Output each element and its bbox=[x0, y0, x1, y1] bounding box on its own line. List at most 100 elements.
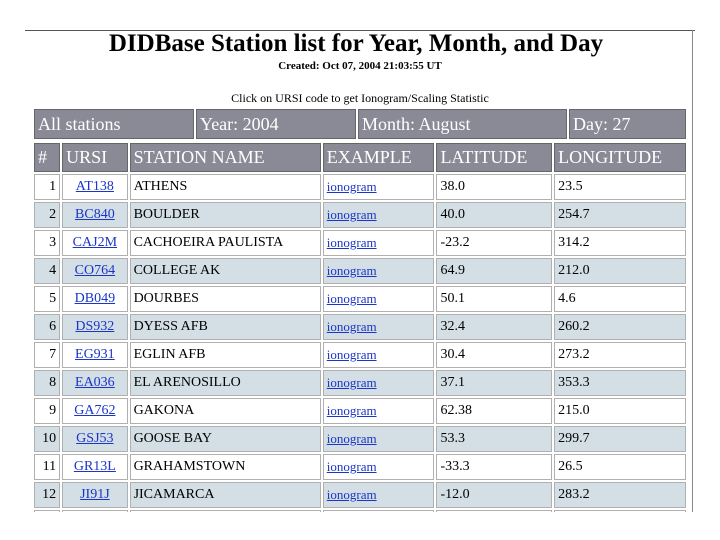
ursi-link[interactable]: DS932 bbox=[62, 314, 128, 340]
table-cell: BOULDER bbox=[129, 202, 321, 228]
table-cell: EGLIN AFB bbox=[129, 342, 321, 368]
table-cell: 3 bbox=[34, 230, 61, 256]
table-cell: 273.2 bbox=[554, 342, 686, 368]
table-cell: DYESS AFB bbox=[129, 314, 321, 340]
column-header: URSI bbox=[62, 143, 128, 172]
table-cell: EL ARENOSILLO bbox=[129, 370, 321, 396]
table-cell: 260.2 bbox=[554, 314, 686, 340]
ionogram-link[interactable]: ionogram bbox=[322, 482, 435, 508]
station-table: # URSI STATION NAME EXAMPLE LATITUDE LONGITUD… bbox=[32, 141, 688, 512]
ursi-link[interactable]: CAJ2M bbox=[62, 230, 128, 256]
scrollbar-edge bbox=[692, 30, 693, 512]
station-row: 11 GR13L GRAHAMSTOWN ionogram -33.3 26.5 bbox=[34, 454, 686, 480]
station-row: 8 EA036 EL ARENOSILLO ionogram 37.1 353.3 bbox=[34, 370, 686, 396]
table-cell: 4 bbox=[34, 258, 61, 284]
ionogram-link[interactable]: ionogram bbox=[322, 230, 435, 256]
ionogram-link[interactable]: ionogram bbox=[322, 342, 435, 368]
table-cell: JICAMARCA bbox=[129, 482, 321, 508]
station-row: 7 EG931 EGLIN AFB ionogram 30.4 273.2 bbox=[34, 342, 686, 368]
instruction: Click on URSI code to get Ionogram/Scali… bbox=[231, 91, 489, 105]
ursi-link[interactable]: CO764 bbox=[62, 258, 128, 284]
top-rule bbox=[25, 30, 695, 31]
column-header: EXAMPLE bbox=[322, 143, 435, 172]
table-cell: -23.2 bbox=[436, 230, 553, 256]
ursi-link[interactable]: JR055 bbox=[62, 510, 128, 512]
banner-table: All stations Year: 2004 Month: August Day: … bbox=[32, 107, 688, 141]
column-header: LATITUDE bbox=[436, 143, 553, 172]
banner-cell: Year: 2004 bbox=[196, 109, 356, 139]
created-date: Created: Oct 07, 2004 21:03:55 UT bbox=[278, 60, 442, 72]
table-cell: GRAHAMSTOWN bbox=[129, 454, 321, 480]
ionogram-link[interactable]: ionogram bbox=[322, 314, 435, 340]
table-cell: 40.0 bbox=[436, 202, 553, 228]
table-cell: 6 bbox=[34, 314, 61, 340]
ursi-link[interactable]: GSJ53 bbox=[62, 426, 128, 452]
station-row: 1 AT138 ATHENS ionogram 38.0 23.5 bbox=[34, 174, 686, 200]
table-area: All stations Year: 2004 Month: August Day: … bbox=[32, 107, 688, 512]
banner-cell: Day: 27 bbox=[569, 109, 686, 139]
ursi-link[interactable]: GR13L bbox=[62, 454, 128, 480]
table-cell: 1 bbox=[34, 174, 61, 200]
table-cell: 62.38 bbox=[436, 398, 553, 424]
table-cell: 283.2 bbox=[554, 482, 686, 508]
table-cell: 32.4 bbox=[436, 314, 553, 340]
table-cell: GAKONA bbox=[129, 398, 321, 424]
station-row: 4 CO764 COLLEGE AK ionogram 64.9 212.0 bbox=[34, 258, 686, 284]
table-cell: COLLEGE AK bbox=[129, 258, 321, 284]
column-header-row: # URSI STATION NAME EXAMPLE LATITUDE LONGITUD… bbox=[34, 143, 686, 172]
table-cell: 64.9 bbox=[436, 258, 553, 284]
banner-cell: All stations bbox=[34, 109, 194, 139]
table-cell: GOOSE BAY bbox=[129, 426, 321, 452]
table-cell: 8 bbox=[34, 370, 61, 396]
table-cell: 53.3 bbox=[436, 426, 553, 452]
ionogram-link[interactable]: ionogram bbox=[322, 426, 435, 452]
table-cell: 4.6 bbox=[554, 286, 686, 312]
station-row: 5 DB049 DOURBES ionogram 50.1 4.6 bbox=[34, 286, 686, 312]
station-row: 2 BC840 BOULDER ionogram 40.0 254.7 bbox=[34, 202, 686, 228]
table-cell: 13 bbox=[34, 510, 61, 512]
banner-cell: Month: August bbox=[358, 109, 567, 139]
column-header: # bbox=[34, 143, 61, 172]
ionogram-link[interactable]: ionogram bbox=[322, 370, 435, 396]
ursi-link[interactable]: EG931 bbox=[62, 342, 128, 368]
table-cell: -33.3 bbox=[436, 454, 553, 480]
ursi-link[interactable]: GA762 bbox=[62, 398, 128, 424]
table-cell: 13.4 bbox=[554, 510, 686, 512]
table-cell: 11 bbox=[34, 454, 61, 480]
station-row: 13JR055JULIUSRUHionogram54.613.4 bbox=[34, 510, 686, 512]
column-header: LONGITUDE bbox=[554, 143, 686, 172]
ursi-link[interactable]: DB049 bbox=[62, 286, 128, 312]
table-cell: 23.5 bbox=[554, 174, 686, 200]
station-row: 3 CAJ2M CACHOEIRA PAULISTA ionogram -23.2 314… bbox=[34, 230, 686, 256]
table-cell: 215.0 bbox=[554, 398, 686, 424]
ionogram-link[interactable]: ionogram bbox=[322, 286, 435, 312]
ursi-link[interactable]: JI91J bbox=[62, 482, 128, 508]
ionogram-link[interactable]: ionogram bbox=[322, 398, 435, 424]
banner-row: All stations Year: 2004 Month: August Day: … bbox=[34, 109, 686, 139]
ursi-link[interactable]: AT138 bbox=[62, 174, 128, 200]
station-row: 10 GSJ53 GOOSE BAY ionogram 53.3 299.7 bbox=[34, 426, 686, 452]
table-cell: 212.0 bbox=[554, 258, 686, 284]
table-cell: 30.4 bbox=[436, 342, 553, 368]
station-row: 9 GA762 GAKONA ionogram 62.38 215.0 bbox=[34, 398, 686, 424]
ionogram-link[interactable]: ionogram bbox=[322, 454, 435, 480]
table-cell: CACHOEIRA PAULISTA bbox=[129, 230, 321, 256]
table-cell: 54.6 bbox=[436, 510, 553, 512]
table-cell: JULIUSRUH bbox=[129, 510, 321, 512]
ursi-link[interactable]: BC840 bbox=[62, 202, 128, 228]
ursi-link[interactable]: EA036 bbox=[62, 370, 128, 396]
ionogram-link[interactable]: ionogram bbox=[322, 258, 435, 284]
table-cell: 254.7 bbox=[554, 202, 686, 228]
table-cell: 314.2 bbox=[554, 230, 686, 256]
table-cell: ATHENS bbox=[129, 174, 321, 200]
table-cell: DOURBES bbox=[129, 286, 321, 312]
ionogram-link[interactable]: ionogram bbox=[322, 202, 435, 228]
ionogram-link[interactable]: ionogram bbox=[322, 174, 435, 200]
station-row: 6 DS932 DYESS AFB ionogram 32.4 260.2 bbox=[34, 314, 686, 340]
ionogram-link[interactable]: ionogram bbox=[322, 510, 435, 512]
table-cell: 26.5 bbox=[554, 454, 686, 480]
page-title: DIDBase Station list for Year, Month, an… bbox=[108, 30, 604, 57]
table-cell: -12.0 bbox=[436, 482, 553, 508]
table-cell: 37.1 bbox=[436, 370, 553, 396]
